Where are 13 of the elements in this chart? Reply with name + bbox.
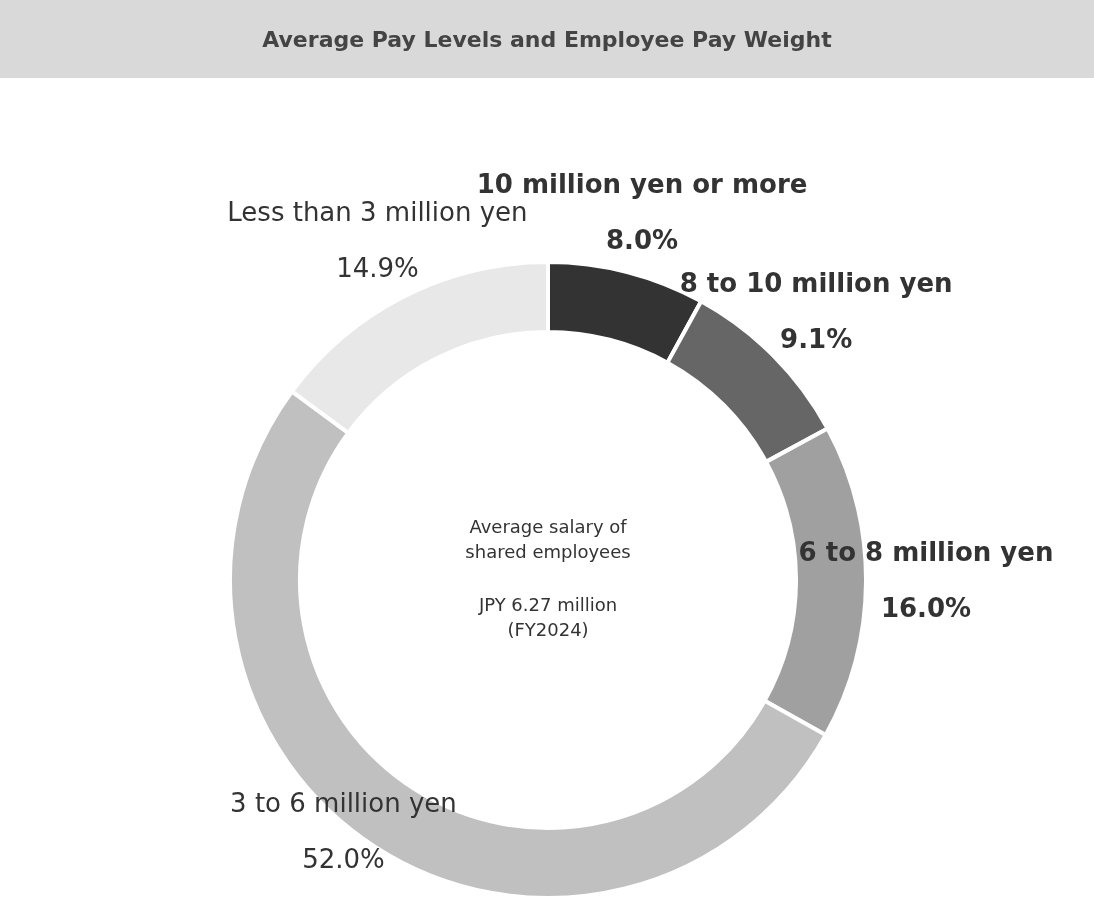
text: JPY 6.27 million (FY2024) — [477, 594, 618, 641]
slice-label: 3 to 6 million yen — [230, 787, 457, 818]
slice-label: Less than 3 million yen — [227, 197, 528, 228]
text: Average salary of shared employees — [465, 516, 631, 563]
data-label: 8.0% — [605, 224, 679, 255]
data-label: 16.0% — [880, 593, 972, 624]
data-label: 9.1% — [780, 324, 853, 355]
data-label: 52.0% — [302, 843, 385, 874]
slice-label: 6 to 8 million yen — [798, 537, 1054, 568]
chart-title: Average Pay Levels and Employee Pay Weight — [0, 0, 1094, 78]
slice-label: 8 to 10 million yen — [679, 268, 953, 299]
slice-label: 10 million yen or more — [476, 168, 808, 199]
data-label: 14.9% — [336, 253, 419, 284]
